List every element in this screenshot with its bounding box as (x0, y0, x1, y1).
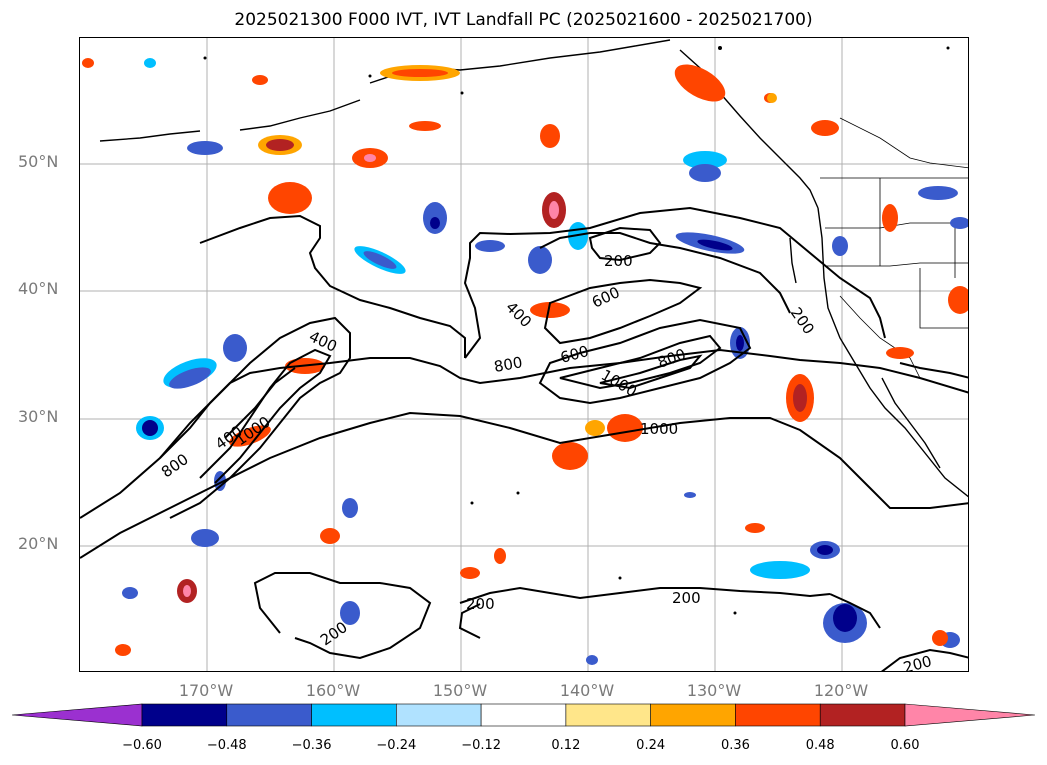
map-canvas: 200 400 600 800 1000 400 600 800 1000 20… (80, 38, 968, 672)
colorbar-segment (141, 703, 228, 727)
colorbar-segment (819, 703, 906, 727)
lat-label: 30°N (18, 407, 59, 426)
colorbar-extend-low (11, 703, 143, 727)
map-panel: 200 400 600 800 1000 400 600 800 1000 20… (79, 37, 969, 672)
lon-label: 170°W (178, 681, 234, 700)
contour-label: 200 (787, 304, 818, 338)
colorbar-tick-label: −0.48 (206, 738, 247, 753)
colorbar-segment (311, 703, 397, 727)
gridlines (80, 38, 968, 671)
colorbar-segment (396, 703, 482, 727)
lon-label: 150°W (432, 681, 488, 700)
lat-label: 20°N (18, 534, 59, 553)
contour-label: 200 (672, 589, 701, 607)
lon-label: 160°W (305, 681, 361, 700)
colorbar-segment (226, 703, 312, 727)
colorbar-tick-label: 0.48 (805, 738, 835, 753)
colorbar-segment (650, 703, 736, 727)
colorbar-tick-label: −0.12 (461, 738, 502, 753)
contour-label: 600 (558, 342, 590, 367)
lon-label: 120°W (813, 681, 869, 700)
colorbar-segment (735, 703, 821, 727)
lon-label: 130°W (686, 681, 742, 700)
colorbar-segment (565, 703, 651, 727)
contour-label: 200 (901, 652, 933, 672)
colorbar-tick-label: −0.60 (122, 738, 162, 753)
colorbar-extend-high (904, 703, 1036, 727)
colorbar-tick-label: −0.36 (291, 738, 332, 753)
colorbar-tick-label: 0.24 (636, 738, 666, 753)
contour-label: 200 (466, 595, 495, 613)
contour-label: 200 (604, 252, 633, 270)
lon-label: 140°W (559, 681, 615, 700)
colorbar (11, 703, 1036, 727)
map-title: 2025021300 F000 IVT, IVT Landfall PC (20… (234, 10, 813, 30)
colorbar-tick-label: 0.12 (551, 738, 581, 753)
colorbar-tick-label: 0.36 (720, 738, 750, 753)
contour-label: 1000 (232, 413, 274, 450)
state-borders (820, 117, 968, 379)
ivt-contours (80, 206, 968, 671)
lat-label: 40°N (18, 279, 59, 298)
colorbar-tick-label: 0.60 (890, 738, 920, 753)
positive-anomalies (82, 58, 968, 656)
islands (203, 46, 950, 615)
lat-label: 50°N (18, 152, 59, 171)
colorbar-segment (480, 703, 567, 727)
contour-label: 1000 (640, 420, 678, 438)
contour-label: 800 (493, 353, 524, 376)
contour-label: 400 (502, 298, 535, 331)
colorbar-tick-label: −0.24 (376, 738, 417, 753)
contour-label: 1000 (598, 366, 640, 401)
